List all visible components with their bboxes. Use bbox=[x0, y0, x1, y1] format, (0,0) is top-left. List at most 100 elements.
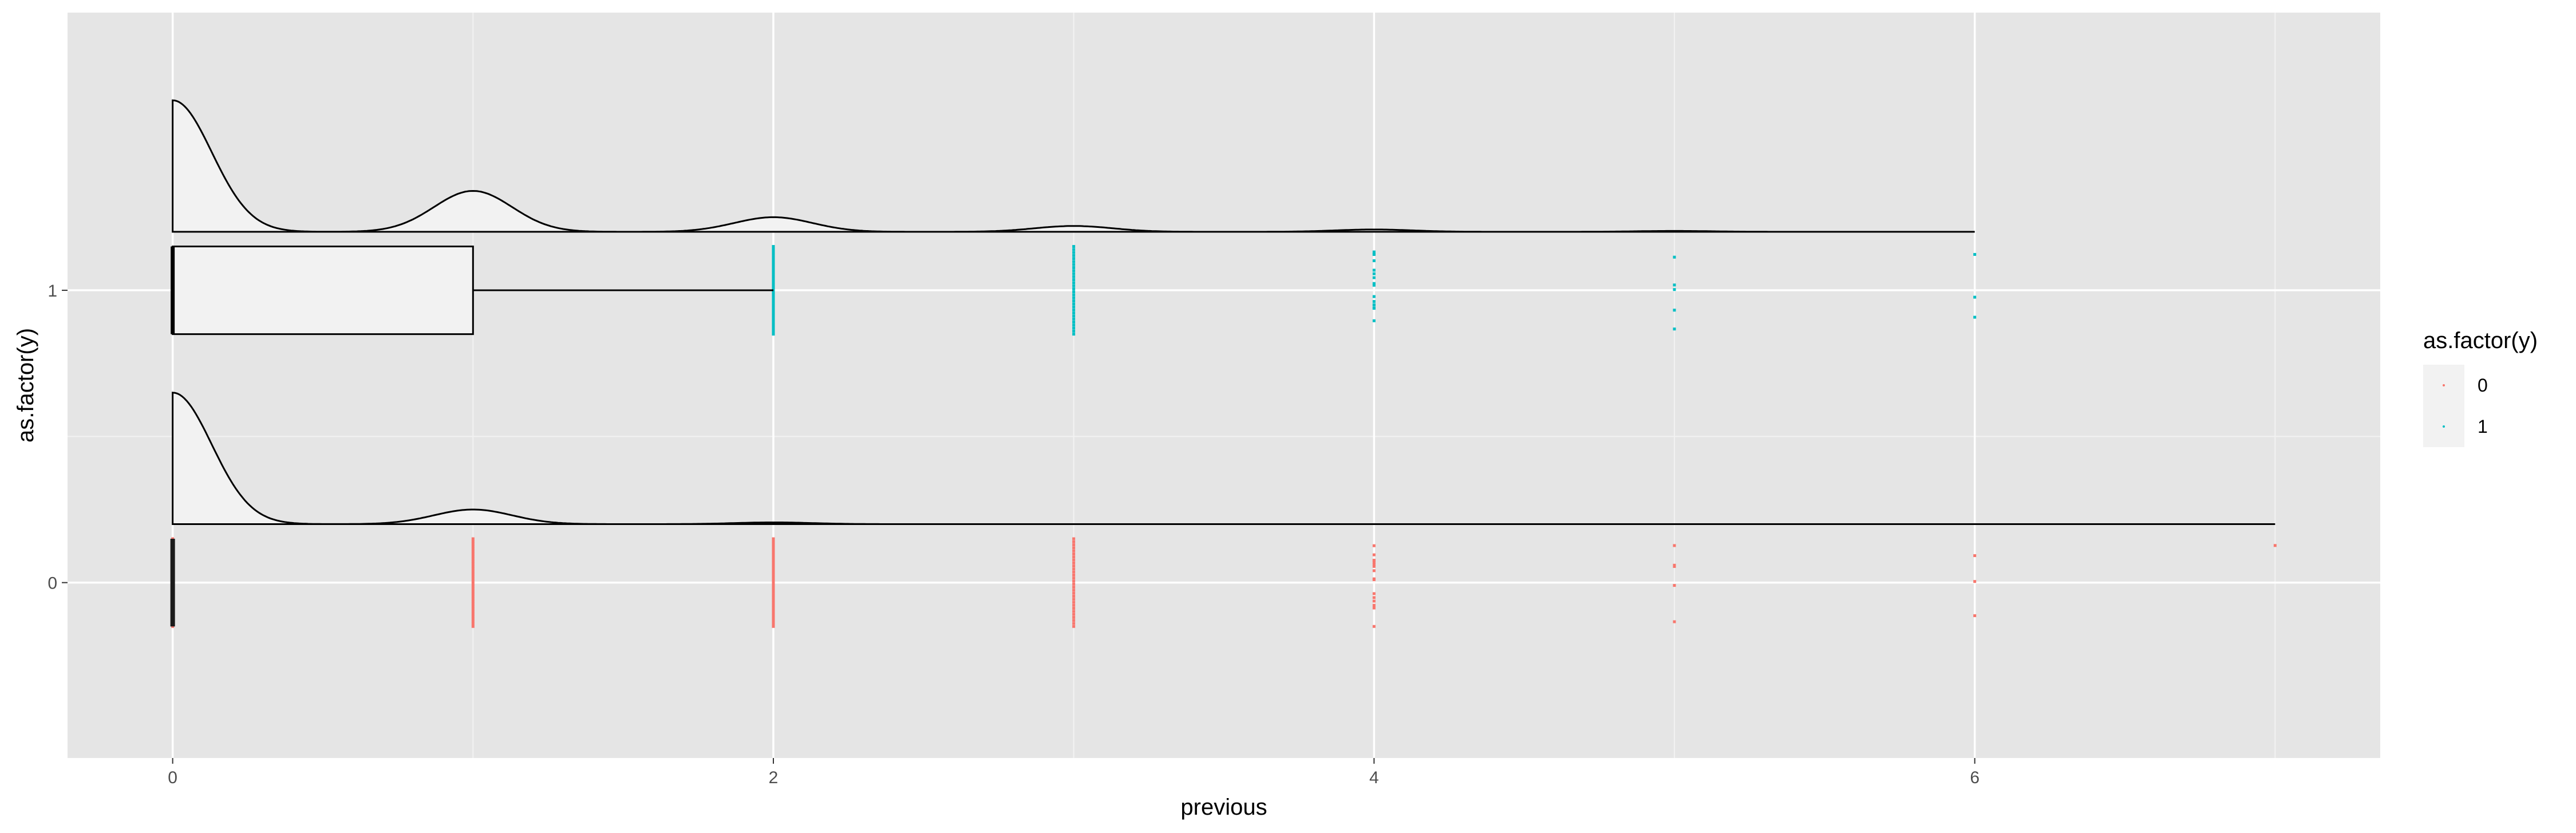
x-tick-label: 2 bbox=[769, 768, 779, 787]
y-axis: 01 bbox=[48, 282, 68, 593]
x-tick-label: 0 bbox=[168, 768, 177, 787]
jitter-point-0 bbox=[772, 617, 775, 620]
jitter-point-0 bbox=[1072, 540, 1076, 543]
y-tick-label: 0 bbox=[48, 574, 57, 593]
jitter-point-0 bbox=[772, 569, 775, 573]
jitter-point-1 bbox=[772, 282, 775, 285]
jitter-point-0 bbox=[471, 605, 475, 608]
jitter-point-0 bbox=[471, 577, 475, 581]
jitter-point-1 bbox=[772, 309, 775, 312]
jitter-point-1 bbox=[1072, 281, 1076, 285]
jitter-point-0 bbox=[1072, 610, 1076, 613]
jitter-point-1 bbox=[1072, 323, 1076, 327]
y-axis-title: as.factor(y) bbox=[13, 328, 38, 443]
jitter-point-1 bbox=[772, 271, 775, 275]
jitter-point-0 bbox=[1372, 559, 1376, 562]
jitter-point-0 bbox=[772, 571, 775, 575]
jitter-point-0 bbox=[772, 548, 775, 551]
density-cloud-1 bbox=[172, 99, 1975, 233]
jitter-point-0 bbox=[471, 619, 475, 623]
jitter-point-1 bbox=[772, 263, 775, 267]
jitter-point-1 bbox=[1372, 272, 1376, 275]
jitter-point-0 bbox=[772, 611, 775, 615]
jitter-point-1 bbox=[1372, 269, 1376, 272]
jitter-point-1 bbox=[1372, 295, 1376, 298]
jitter-point-0 bbox=[1072, 546, 1076, 550]
jitter-point-0 bbox=[1072, 573, 1076, 577]
jitter-point-0 bbox=[772, 603, 775, 607]
jitter-point-1 bbox=[1072, 275, 1076, 278]
jitter-point-0 bbox=[1372, 599, 1376, 603]
jitter-point-0 bbox=[772, 622, 775, 626]
jitter-point-1 bbox=[772, 258, 775, 262]
jitter-point-0 bbox=[1372, 544, 1376, 547]
jitter-point-1 bbox=[772, 301, 775, 304]
x-tick-label: 6 bbox=[1970, 768, 1980, 787]
jitter-point-0 bbox=[471, 610, 475, 613]
jitter-point-0 bbox=[471, 590, 475, 593]
jitter-point-1 bbox=[772, 325, 775, 328]
jitter-point-1 bbox=[1072, 278, 1076, 282]
jitter-point-0 bbox=[1072, 625, 1076, 628]
jitter-point-0 bbox=[471, 582, 475, 586]
jitter-point-0 bbox=[772, 619, 775, 623]
jitter-point-0 bbox=[1973, 614, 1977, 617]
jitter-point-0 bbox=[772, 601, 775, 604]
jitter-point-1 bbox=[1372, 283, 1376, 287]
jitter-point-0 bbox=[1372, 625, 1376, 628]
jitter-point-1 bbox=[1072, 311, 1076, 315]
jitter-point-0 bbox=[772, 590, 775, 594]
jitter-point-0 bbox=[1072, 586, 1076, 589]
jitter-point-1 bbox=[772, 247, 775, 251]
jitter-point-0 bbox=[1973, 554, 1977, 558]
jitter-point-1 bbox=[1673, 288, 1676, 291]
jitter-point-0 bbox=[471, 602, 475, 606]
jitter-point-0 bbox=[772, 537, 775, 540]
jitter-point-1 bbox=[772, 319, 775, 322]
jitter-point-1 bbox=[1072, 287, 1076, 290]
jitter-point-0 bbox=[772, 566, 775, 570]
jitter-point-0 bbox=[471, 572, 475, 575]
jitter-point-0 bbox=[1372, 553, 1376, 556]
jitter-point-0 bbox=[1372, 569, 1376, 573]
legend-label-0: 0 bbox=[2478, 375, 2488, 396]
jitter-point-1 bbox=[772, 306, 775, 309]
jitter-point-0 bbox=[772, 540, 775, 543]
jitter-point-1 bbox=[1372, 250, 1376, 254]
jitter-point-0 bbox=[772, 550, 775, 554]
jitter-point-0 bbox=[471, 612, 475, 615]
jitter-point-0 bbox=[1372, 577, 1376, 581]
boxplot-box-1 bbox=[172, 245, 474, 335]
jitter-point-0 bbox=[1072, 537, 1076, 540]
jitter-point-1 bbox=[772, 252, 775, 256]
jitter-point-0 bbox=[772, 558, 775, 562]
jitter-point-0 bbox=[471, 564, 475, 568]
jitter-point-0 bbox=[1072, 622, 1076, 625]
jitter-point-0 bbox=[1372, 561, 1376, 564]
jitter-point-0 bbox=[471, 567, 475, 571]
jitter-point-0 bbox=[471, 570, 475, 573]
jitter-point-0 bbox=[1372, 603, 1376, 607]
jitter-point-1 bbox=[772, 290, 775, 293]
jitter-point-1 bbox=[772, 269, 775, 272]
jitter-point-1 bbox=[1072, 296, 1076, 299]
legend-title: as.factor(y) bbox=[2423, 328, 2538, 353]
jitter-point-0 bbox=[471, 597, 475, 601]
jitter-point-0 bbox=[1072, 561, 1076, 564]
jitter-point-0 bbox=[1372, 563, 1376, 566]
jitter-point-1 bbox=[1372, 300, 1376, 303]
jitter-point-0 bbox=[471, 555, 475, 558]
legend-key-0-point bbox=[2443, 384, 2445, 386]
jitter-point-0 bbox=[471, 625, 475, 628]
jitter-point-1 bbox=[1673, 309, 1676, 312]
jitter-point-1 bbox=[772, 255, 775, 259]
jitter-point-0 bbox=[2273, 544, 2277, 547]
jitter-point-0 bbox=[772, 574, 775, 578]
jitter-points bbox=[170, 244, 2277, 628]
jitter-point-1 bbox=[1072, 263, 1076, 266]
jitter-point-1 bbox=[772, 298, 775, 301]
jitter-point-0 bbox=[471, 542, 475, 546]
minor-grid bbox=[68, 13, 2380, 758]
jitter-point-1 bbox=[772, 322, 775, 325]
